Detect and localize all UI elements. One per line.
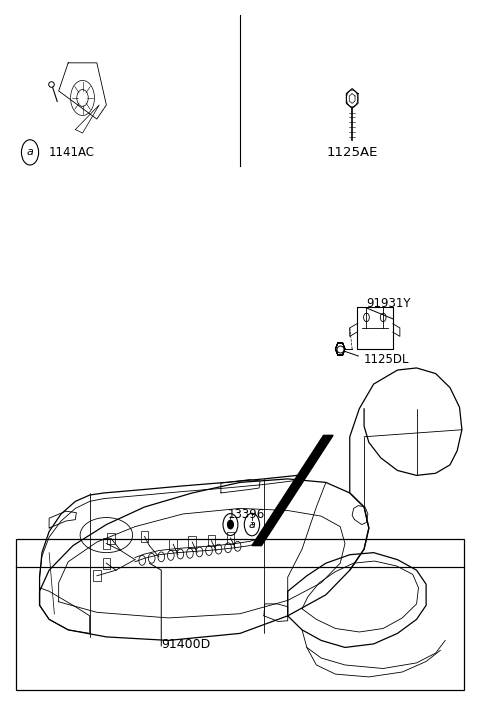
- Text: a: a: [249, 520, 255, 529]
- Circle shape: [228, 520, 233, 529]
- Text: 1125AE: 1125AE: [326, 146, 378, 159]
- Bar: [141, 531, 148, 542]
- Bar: [103, 538, 110, 549]
- Text: 1125DL: 1125DL: [364, 353, 409, 366]
- Bar: [93, 570, 101, 582]
- Bar: [189, 537, 196, 548]
- Bar: [103, 558, 110, 569]
- Bar: [207, 535, 215, 546]
- Polygon shape: [252, 436, 333, 546]
- Text: a: a: [26, 147, 34, 157]
- Bar: [227, 532, 234, 544]
- Bar: [169, 539, 177, 550]
- Text: 91400D: 91400D: [161, 638, 211, 651]
- Text: 1141AC: 1141AC: [49, 146, 95, 159]
- Text: 91931Y: 91931Y: [366, 297, 411, 309]
- Bar: [108, 533, 115, 544]
- Bar: [16, 539, 464, 689]
- Text: 13396: 13396: [228, 508, 265, 521]
